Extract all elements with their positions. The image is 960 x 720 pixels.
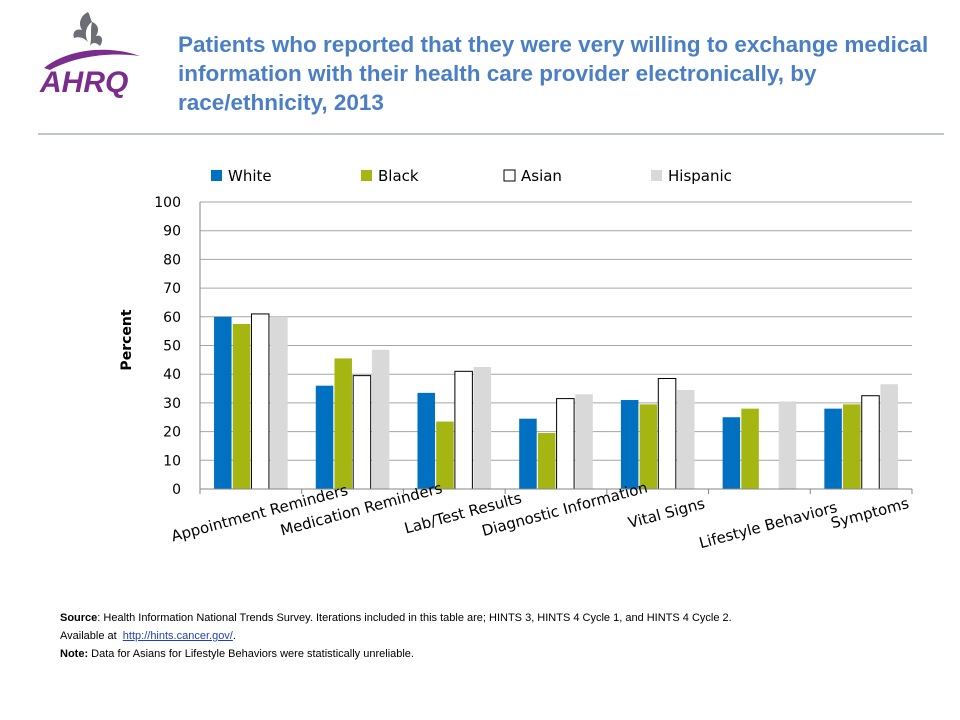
bar-hispanic-vital-signs [677, 389, 695, 489]
bar-black-diagnostic-information [537, 433, 556, 489]
y-tick-label-0: 0 [172, 482, 181, 498]
bar-black-symptoms [843, 404, 861, 489]
legend-label-white: White [228, 167, 272, 185]
page-title: Patients who reported that they were ver… [178, 32, 929, 115]
bar-hispanic-diagnostic-information [575, 394, 593, 489]
legend-label-black: Black [378, 167, 419, 185]
note-text: Data for Asians for Lifestyle Behaviors … [91, 648, 414, 660]
bar-white-lifestyle-behaviors [722, 417, 741, 489]
chart-gridlines [200, 201, 912, 461]
link-suffix: . [232, 630, 236, 642]
x-tick-label-vital-signs: Vital Signs [626, 494, 707, 532]
ahrq-logo: AHRQ [39, 12, 140, 99]
available-text: Available at [60, 630, 117, 642]
legend-swatch-white [211, 170, 222, 181]
bar-white-appointment-reminders [214, 316, 232, 489]
logo-swoosh-icon [44, 49, 140, 70]
note-label: Note: [60, 648, 89, 660]
y-tick-label-10: 10 [163, 453, 181, 469]
title-divider [38, 133, 944, 135]
y-tick-label-40: 40 [163, 367, 181, 383]
legend-swatch-hispanic [651, 170, 662, 181]
y-axis-label: Percent [119, 309, 135, 370]
source-line: Source: Health Information National Tren… [60, 609, 940, 627]
bar-chart: White Black Asian Hispanic 0 10 20 30 40 50 60 70 8… [119, 167, 913, 552]
bar-hispanic-medication-reminders [371, 349, 390, 489]
bar-asian-vital-signs [657, 378, 677, 490]
bar-asian-medication-reminders [352, 375, 372, 490]
legend-item-white: White [211, 167, 272, 185]
bar-asian-lab-test-results [454, 370, 473, 490]
y-tick-label-100: 100 [154, 195, 181, 211]
hhs-emblem-icon [73, 12, 103, 46]
chart-axes [199, 202, 913, 494]
legend-item-black: Black [361, 167, 419, 185]
bar-white-diagnostic-information [519, 418, 537, 489]
legend-swatch-black [361, 170, 372, 181]
source-label: Source [60, 612, 98, 624]
bar-asian-appointment-reminders [250, 313, 270, 490]
chart-legend: White Black Asian Hispanic [211, 167, 732, 185]
bar-black-vital-signs [639, 404, 658, 489]
legend-swatch-asian [503, 169, 516, 182]
y-tick-label-70: 70 [163, 281, 181, 297]
bar-black-medication-reminders [334, 358, 352, 489]
bar-black-lab-test-results [436, 421, 454, 489]
y-tick-label-50: 50 [163, 339, 181, 355]
logo-wordmark: AHRQ [39, 66, 128, 99]
bar-asian-symptoms [861, 395, 880, 490]
chart-footer: Source: Health Information National Tren… [60, 609, 940, 663]
bar-hispanic-lab-test-results [473, 367, 492, 489]
x-tick-label-symptoms: Symptoms [829, 494, 911, 532]
bar-hispanic-appointment-reminders [270, 316, 288, 489]
bar-white-lab-test-results [417, 392, 435, 489]
y-tick-label-20: 20 [163, 425, 181, 441]
bar-asian-diagnostic-information [556, 398, 575, 490]
chart-bars [214, 313, 898, 490]
bar-black-appointment-reminders [232, 323, 251, 489]
hints-link[interactable]: http://hints.cancer.gov/ [122, 630, 233, 642]
y-tick-label-30: 30 [163, 396, 181, 412]
bar-hispanic-symptoms [880, 384, 898, 489]
x-tick-label-lifestyle-behaviors: Lifestyle Behaviors [697, 498, 839, 552]
available-line: Available at http://hints.cancer.gov/. [60, 627, 940, 645]
source-text: : Health Information National Trends Sur… [97, 612, 732, 624]
y-tick-label-60: 60 [163, 310, 181, 326]
bar-white-medication-reminders [315, 385, 334, 489]
y-tick-label-80: 80 [163, 252, 181, 268]
legend-label-asian: Asian [521, 167, 562, 185]
legend-label-hispanic: Hispanic [668, 167, 732, 185]
note-line: Note: Data for Asians for Lifestyle Beha… [60, 645, 940, 663]
y-tick-label-90: 90 [163, 224, 181, 240]
bar-white-symptoms [824, 408, 842, 489]
bar-black-lifestyle-behaviors [741, 408, 759, 489]
bar-hispanic-lifestyle-behaviors [778, 401, 797, 489]
legend-item-asian: Asian [503, 167, 562, 185]
bar-white-vital-signs [620, 400, 639, 489]
y-tick-labels: 0 10 20 30 40 50 60 70 80 90 100 [154, 195, 181, 498]
legend-item-hispanic: Hispanic [651, 167, 732, 185]
